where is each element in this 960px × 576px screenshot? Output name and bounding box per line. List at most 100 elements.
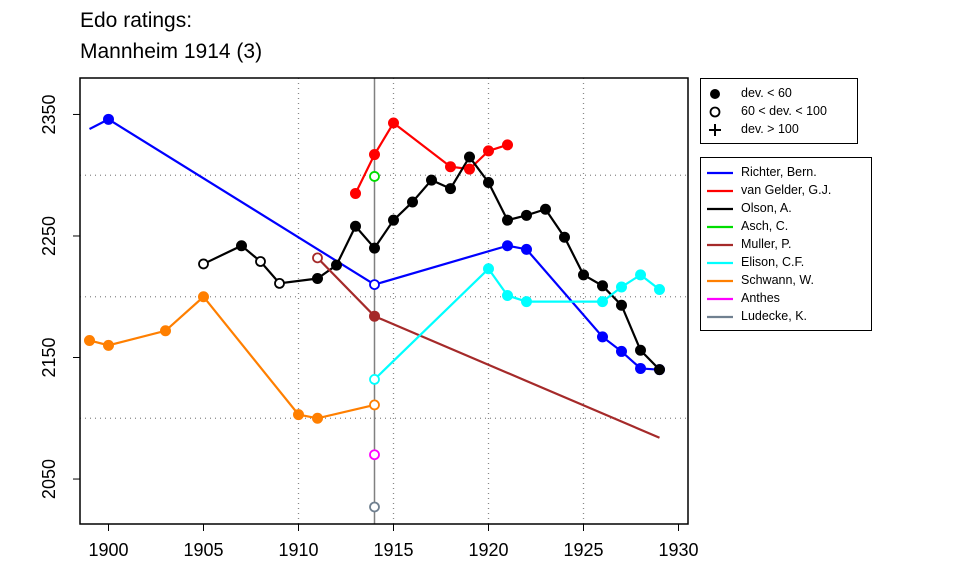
data-point-2-5 — [331, 259, 342, 271]
legend-swatch — [707, 243, 733, 247]
data-point-2-19 — [597, 280, 608, 292]
series-legend-label: Anthes — [741, 291, 780, 305]
data-point-5-7 — [654, 283, 665, 295]
data-point-2-4 — [312, 273, 323, 285]
data-point-7-0 — [369, 449, 380, 461]
data-point-5-2 — [502, 290, 513, 302]
legend-swatch — [707, 279, 733, 283]
y-tick-label-2250: 2250 — [39, 216, 59, 256]
data-point-6-4 — [293, 409, 304, 421]
series-legend-label: Richter, Bern. — [741, 165, 817, 179]
data-point-0-3 — [521, 243, 532, 255]
x-tick-label-1905: 1905 — [183, 540, 223, 560]
data-point-2-1 — [236, 240, 247, 252]
x-tick-label-1925: 1925 — [563, 540, 603, 560]
series-line-6 — [89, 295, 375, 420]
data-point-8-0 — [369, 501, 380, 513]
marker-legend-label: dev. > 100 — [741, 122, 799, 136]
marker-legend-label: dev. < 60 — [741, 86, 792, 100]
legend-swatch — [707, 171, 733, 175]
series-legend-label: van Gelder, G.J. — [741, 183, 832, 197]
data-point-1-6 — [502, 139, 513, 151]
data-point-0-1 — [369, 279, 380, 290]
y-tick-label-2050: 2050 — [39, 459, 59, 499]
marker-symbol-open — [709, 106, 721, 118]
data-point-2-16 — [540, 203, 551, 215]
marker-legend-label: 60 < dev. < 100 — [741, 104, 827, 118]
series-legend-label: Schwann, W. — [741, 273, 814, 287]
data-point-2-2 — [255, 256, 266, 267]
legend-swatch — [707, 315, 733, 319]
data-point-2-17 — [559, 231, 570, 243]
marker-symbol-filled — [710, 89, 720, 99]
data-point-2-6 — [350, 220, 361, 232]
data-point-5-4 — [597, 296, 608, 308]
data-point-2-21 — [635, 344, 646, 356]
plot-frame — [79, 77, 689, 525]
series-line-4 — [316, 257, 660, 439]
data-point-5-3 — [521, 296, 532, 308]
data-point-1-4 — [464, 163, 475, 175]
x-tick-label-1920: 1920 — [468, 540, 508, 560]
data-point-2-3 — [274, 277, 285, 289]
series-legend-label: Ludecke, K. — [741, 309, 808, 323]
legend-swatch — [707, 189, 733, 193]
chart-title-line1: Edo ratings: — [80, 9, 193, 32]
data-point-1-5 — [483, 145, 494, 157]
legend-swatch — [707, 225, 733, 229]
x-tick-label-1915: 1915 — [373, 540, 413, 560]
data-point-0-4 — [597, 331, 608, 343]
data-point-2-13 — [483, 177, 494, 189]
data-point-2-8 — [388, 214, 399, 226]
data-point-5-5 — [616, 281, 627, 293]
data-point-5-6 — [635, 269, 646, 281]
x-tick-label-1910: 1910 — [278, 540, 318, 560]
x-tick-label-1900: 1900 — [88, 540, 128, 560]
series-legend-label: Muller, P. — [741, 237, 792, 251]
data-point-2-0 — [198, 258, 209, 270]
data-point-2-20 — [616, 299, 627, 311]
series-legend-label: Asch, C. — [741, 219, 789, 233]
data-point-6-2 — [160, 325, 171, 337]
data-point-5-1 — [483, 263, 494, 275]
legend-swatch — [707, 297, 733, 301]
data-point-2-14 — [502, 214, 513, 226]
data-point-3-0 — [369, 171, 380, 182]
data-point-0-5 — [616, 345, 627, 357]
x-tick-label-1930: 1930 — [658, 540, 698, 560]
data-point-0-0 — [103, 113, 114, 125]
data-point-2-10 — [426, 174, 437, 186]
data-point-6-6 — [369, 399, 380, 411]
series-legend: Richter, Bern. van Gelder, G.J. Olson, A. A… — [700, 157, 872, 331]
legend-swatch — [707, 261, 733, 265]
data-point-6-3 — [198, 291, 209, 303]
data-point-2-18 — [578, 269, 589, 281]
data-point-4-1 — [369, 310, 380, 322]
marker-legend: dev. < 60 60 < dev. < 100 dev. > 100 — [700, 78, 858, 144]
data-point-1-1 — [369, 149, 380, 161]
data-point-4-0 — [312, 252, 323, 264]
data-point-2-22 — [654, 364, 665, 376]
data-point-6-0 — [84, 334, 95, 346]
data-point-2-15 — [521, 209, 532, 221]
legend-swatch — [707, 207, 733, 211]
series-legend-label: Olson, A. — [741, 201, 792, 215]
data-point-5-0 — [369, 373, 380, 385]
y-tick-label-2150: 2150 — [39, 337, 59, 377]
data-point-2-9 — [407, 196, 418, 208]
data-point-2-12 — [464, 151, 475, 163]
data-point-1-0 — [350, 187, 361, 199]
series-line-2 — [203, 155, 661, 371]
data-point-2-11 — [445, 183, 456, 195]
data-point-0-2 — [502, 240, 513, 252]
y-tick-label-2350: 2350 — [39, 94, 59, 134]
marker-symbol-plus — [709, 124, 721, 136]
chart-title-line2: Mannheim 1914 (3) — [80, 40, 263, 63]
data-point-1-3 — [445, 161, 456, 173]
data-point-6-1 — [103, 339, 114, 351]
series-legend-label: Elison, C.F. — [741, 255, 805, 269]
data-point-0-6 — [635, 362, 646, 374]
data-point-2-7 — [369, 242, 380, 254]
data-point-6-5 — [312, 412, 323, 424]
